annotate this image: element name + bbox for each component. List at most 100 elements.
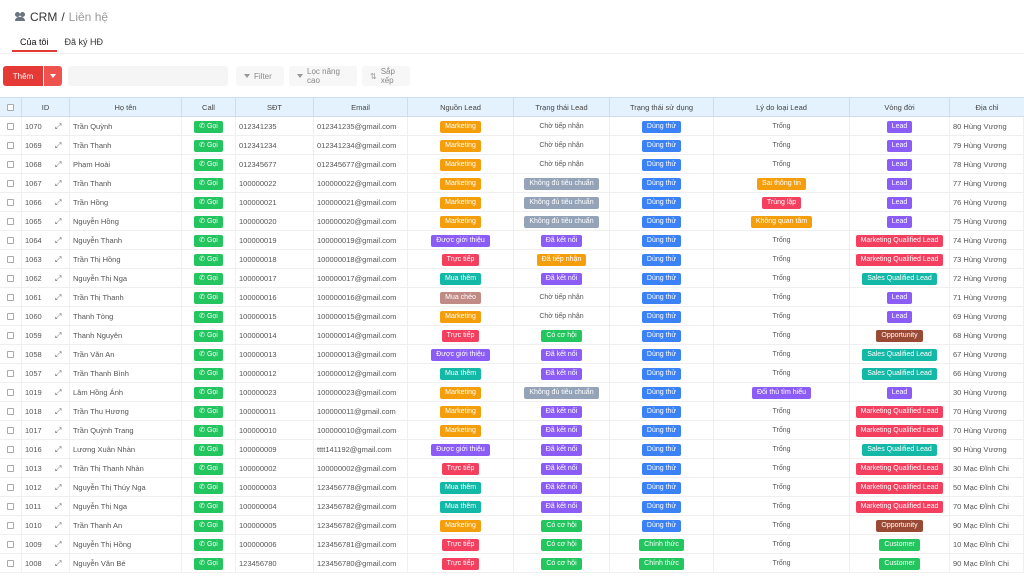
checkbox[interactable] — [7, 236, 14, 244]
call-button[interactable]: ✆ Gọi — [194, 178, 223, 191]
expand-icon[interactable]: ⤢ — [55, 521, 62, 530]
checkbox[interactable] — [7, 483, 14, 491]
table-row[interactable]: 1010 ⤢ Trần Thanh An ✆ Gọi 100000005 12345678… — [0, 516, 1024, 535]
call-button[interactable]: ✆ Gọi — [194, 520, 223, 533]
call-button[interactable]: ✆ Gọi — [194, 444, 223, 457]
expand-icon[interactable]: ⤢ — [55, 540, 62, 549]
call-button[interactable]: ✆ Gọi — [194, 273, 223, 286]
expand-icon[interactable]: ⤢ — [55, 502, 62, 511]
checkbox[interactable] — [7, 521, 14, 529]
expand-icon[interactable]: ⤢ — [55, 331, 62, 340]
table-row[interactable]: 1017 ⤢ Trần Quỳnh Trang ✆ Gọi 100000010 10000… — [0, 421, 1024, 440]
call-button[interactable]: ✆ Gọi — [194, 292, 223, 305]
header-lifecycle[interactable]: Vòng đời — [850, 98, 950, 118]
expand-icon[interactable]: ⤢ — [55, 464, 62, 473]
call-button[interactable]: ✆ Gọi — [194, 368, 223, 381]
expand-icon[interactable]: ⤢ — [55, 160, 62, 169]
checkbox[interactable] — [7, 179, 14, 187]
call-button[interactable]: ✆ Gọi — [194, 311, 223, 324]
checkbox[interactable] — [7, 407, 14, 415]
checkbox[interactable] — [7, 293, 14, 301]
expand-icon[interactable]: ⤢ — [55, 312, 62, 321]
header-call[interactable]: Call — [182, 98, 236, 118]
expand-icon[interactable]: ⤢ — [55, 445, 62, 454]
table-row[interactable]: 1019 ⤢ Lâm Hồng Ánh ✆ Gọi 100000023 100000023… — [0, 383, 1024, 402]
checkbox[interactable] — [7, 255, 14, 263]
call-button[interactable]: ✆ Gọi — [194, 406, 223, 419]
table-row[interactable]: 1011 ⤢ Nguyễn Thị Nga ✆ Gọi 100000004 1234567… — [0, 497, 1024, 516]
checkbox[interactable] — [7, 312, 14, 320]
expand-icon[interactable]: ⤢ — [55, 179, 62, 188]
expand-icon[interactable]: ⤢ — [55, 293, 62, 302]
table-row[interactable]: 1059 ⤢ Thanh Nguyên ✆ Gọi 100000014 100000014… — [0, 326, 1024, 345]
checkbox[interactable] — [7, 445, 14, 453]
header-address[interactable]: Địa chỉ — [975, 103, 999, 112]
header-lead-status[interactable]: Trạng thái Lead — [514, 98, 610, 118]
header-usage-status[interactable]: Trạng thái sử dụng — [610, 98, 714, 118]
expand-icon[interactable]: ⤢ — [55, 350, 62, 359]
checkbox[interactable] — [7, 388, 14, 396]
table-row[interactable]: 1061 ⤢ Trần Thị Thanh ✆ Gọi 100000016 1000000… — [0, 288, 1024, 307]
table-row[interactable]: 1012 ⤢ Nguyễn Thị Thúy Nga ✆ Gọi 100000003 12… — [0, 478, 1024, 497]
call-button[interactable]: ✆ Gọi — [194, 539, 223, 552]
call-button[interactable]: ✆ Gọi — [194, 482, 223, 495]
advanced-filter-button[interactable]: Lọc nâng cao — [289, 66, 357, 86]
checkbox[interactable] — [7, 103, 14, 111]
expand-icon[interactable]: ⤢ — [55, 559, 62, 568]
expand-icon[interactable]: ⤢ — [55, 217, 62, 226]
table-row[interactable]: 1068 ⤢ Phạm Hoài ✆ Gọi 012345677 012345677@gm… — [0, 155, 1024, 174]
call-button[interactable]: ✆ Gọi — [194, 349, 223, 362]
header-id[interactable]: ID — [22, 98, 70, 118]
call-button[interactable]: ✆ Gọi — [194, 254, 223, 267]
expand-icon[interactable]: ⤢ — [55, 198, 62, 207]
add-dropdown-button[interactable] — [44, 66, 62, 86]
sort-button[interactable]: ⇅ Sắp xếp — [362, 66, 410, 86]
header-disqualify-reason[interactable]: Lý do loại Lead — [714, 98, 850, 118]
table-row[interactable]: 1063 ⤢ Trần Thị Hồng ✆ Gọi 100000018 10000001… — [0, 250, 1024, 269]
table-row[interactable]: 1064 ⤢ Nguyễn Thanh ✆ Gọi 100000019 100000019… — [0, 231, 1024, 250]
checkbox[interactable] — [7, 141, 14, 149]
call-button[interactable]: ✆ Gọi — [194, 558, 223, 571]
call-button[interactable]: ✆ Gọi — [194, 140, 223, 153]
checkbox[interactable] — [7, 540, 14, 548]
expand-icon[interactable]: ⤢ — [55, 122, 62, 131]
expand-icon[interactable]: ⤢ — [55, 426, 62, 435]
header-email[interactable]: Email — [314, 98, 408, 118]
call-button[interactable]: ✆ Gọi — [194, 235, 223, 248]
call-button[interactable]: ✆ Gọi — [194, 330, 223, 343]
checkbox[interactable] — [7, 160, 14, 168]
call-button[interactable]: ✆ Gọi — [194, 463, 223, 476]
call-button[interactable]: ✆ Gọi — [194, 159, 223, 172]
table-row[interactable]: 1065 ⤢ Nguyễn Hồng ✆ Gọi 100000020 100000020@… — [0, 212, 1024, 231]
header-lead-source[interactable]: Nguồn Lead — [408, 98, 514, 118]
header-phone[interactable]: SĐT — [236, 98, 314, 118]
tab-mine[interactable]: Của tôi — [12, 34, 57, 52]
checkbox[interactable] — [7, 559, 14, 567]
checkbox[interactable] — [7, 426, 14, 434]
checkbox[interactable] — [7, 217, 14, 225]
table-row[interactable]: 1067 ⤢ Trần Thanh ✆ Gọi 100000022 100000022@g… — [0, 174, 1024, 193]
call-button[interactable]: ✆ Gọi — [194, 387, 223, 400]
checkbox[interactable] — [7, 198, 14, 206]
checkbox[interactable] — [7, 122, 14, 130]
expand-icon[interactable]: ⤢ — [55, 141, 62, 150]
checkbox[interactable] — [7, 464, 14, 472]
table-row[interactable]: 1060 ⤢ Thanh Tòng ✆ Gọi 100000015 100000015@g… — [0, 307, 1024, 326]
header-select-all[interactable] — [0, 98, 22, 118]
checkbox[interactable] — [7, 331, 14, 339]
checkbox[interactable] — [7, 350, 14, 358]
table-row[interactable]: 1069 ⤢ Trần Thanh ✆ Gọi 012341234 012341234@g… — [0, 136, 1024, 155]
expand-icon[interactable]: ⤢ — [55, 388, 62, 397]
breadcrumb-app[interactable]: CRM — [30, 10, 58, 24]
table-row[interactable]: 1013 ⤢ Trần Thị Thanh Nhàn ✆ Gọi 100000002 10… — [0, 459, 1024, 478]
table-row[interactable]: 1009 ⤢ Nguyễn Thị Hồng ✆ Gọi 100000006 123456… — [0, 535, 1024, 554]
call-button[interactable]: ✆ Gọi — [194, 121, 223, 134]
call-button[interactable]: ✆ Gọi — [194, 197, 223, 210]
checkbox[interactable] — [7, 274, 14, 282]
filter-button[interactable]: Filter — [236, 66, 284, 86]
table-row[interactable]: 1018 ⤢ Trần Thu Hương ✆ Gọi 100000011 1000000… — [0, 402, 1024, 421]
table-row[interactable]: 1062 ⤢ Nguyễn Thị Nga ✆ Gọi 100000017 1000000… — [0, 269, 1024, 288]
checkbox[interactable] — [7, 502, 14, 510]
tab-signed-contract[interactable]: Đã ký HĐ — [64, 37, 104, 47]
table-row[interactable]: 1070 ⤢ Trần Quỳnh ✆ Gọi 012341235 012341235@g… — [0, 117, 1024, 136]
